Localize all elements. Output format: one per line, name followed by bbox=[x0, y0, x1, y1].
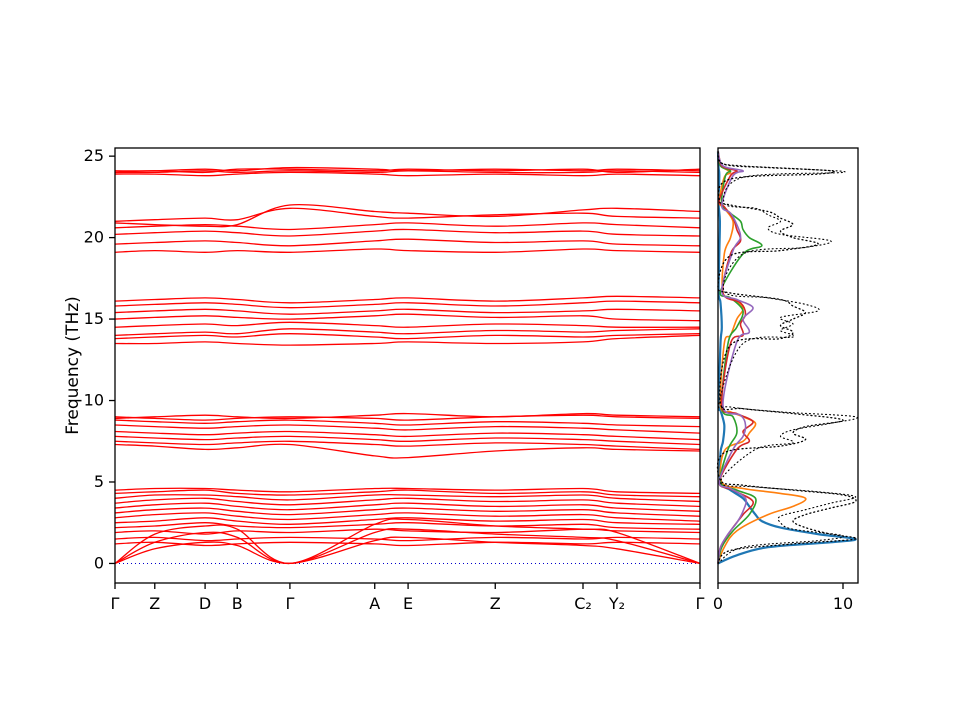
band-line-25 bbox=[114, 328, 701, 337]
band-line-16 bbox=[114, 440, 701, 451]
kpoint-label: A bbox=[369, 594, 380, 613]
band-line-19 bbox=[114, 424, 701, 434]
band-line-1 bbox=[114, 527, 701, 565]
band-line-9 bbox=[114, 507, 701, 517]
band-line-21 bbox=[114, 414, 701, 421]
kpoint-label: E bbox=[403, 594, 413, 613]
band-line-23 bbox=[114, 334, 701, 346]
band-line-22 bbox=[114, 412, 701, 420]
dos-panel-frame bbox=[717, 147, 859, 584]
band-line-5 bbox=[114, 528, 701, 535]
kpoint-label: Z bbox=[149, 594, 160, 613]
dos-curve-pdos-3 bbox=[717, 151, 763, 564]
band-line-29 bbox=[114, 300, 701, 309]
band-line-37 bbox=[114, 171, 701, 177]
y-tick-label: 20 bbox=[84, 228, 104, 247]
kpoint-label: D bbox=[199, 594, 211, 613]
band-line-8 bbox=[114, 512, 701, 522]
band-line-6 bbox=[114, 521, 701, 530]
band-line-3 bbox=[114, 541, 701, 547]
y-tick-label: 25 bbox=[84, 146, 104, 165]
band-line-18 bbox=[114, 430, 701, 441]
kpoint-label: C₂ bbox=[574, 594, 592, 613]
dos-x-tick-label: 10 bbox=[833, 594, 853, 613]
kpoint-label: Z bbox=[490, 594, 501, 613]
y-tick-label: 10 bbox=[84, 391, 104, 410]
band-line-14 bbox=[114, 487, 701, 495]
kpoint-label: Γ bbox=[285, 594, 294, 613]
kpoint-label: Γ bbox=[111, 594, 120, 613]
band-line-36 bbox=[114, 203, 701, 228]
kpoint-label: B bbox=[232, 594, 243, 613]
band-line-31 bbox=[114, 248, 701, 253]
y-axis-label: Frequency (THz) bbox=[63, 296, 83, 435]
y-tick-label: 15 bbox=[84, 309, 104, 328]
dos-curve-pdos-1 bbox=[716, 151, 857, 565]
band-line-32 bbox=[114, 238, 701, 247]
band-line-35 bbox=[114, 207, 701, 222]
band-line-24 bbox=[114, 333, 701, 340]
band-line-40 bbox=[114, 168, 701, 174]
dos-x-tick-label: 0 bbox=[713, 594, 723, 613]
band-line-38 bbox=[114, 170, 701, 174]
band-line-28 bbox=[114, 308, 701, 315]
kpoint-label: Y₂ bbox=[608, 594, 625, 613]
band-line-34 bbox=[114, 222, 701, 231]
band-line-13 bbox=[114, 489, 701, 498]
dos-curve-pdos-5 bbox=[717, 151, 754, 564]
band-line-33 bbox=[114, 228, 701, 237]
dos-curve-total-dos-2 bbox=[717, 150, 858, 564]
band-line-17 bbox=[114, 435, 701, 446]
y-tick-label: 0 bbox=[94, 553, 104, 572]
band-line-26 bbox=[114, 321, 701, 328]
band-line-12 bbox=[114, 493, 701, 503]
dos-curve-total-dos bbox=[716, 150, 858, 565]
band-line-30 bbox=[114, 295, 701, 304]
band-line-27 bbox=[114, 313, 701, 322]
band-line-20 bbox=[114, 419, 701, 428]
band-line-15 bbox=[114, 443, 701, 459]
y-tick-label: 5 bbox=[94, 472, 104, 491]
kpoint-label: Γ bbox=[696, 594, 705, 613]
band-line-10 bbox=[114, 502, 701, 512]
band-line-4 bbox=[114, 536, 701, 542]
band-line-7 bbox=[114, 517, 701, 525]
band-line-11 bbox=[114, 497, 701, 508]
